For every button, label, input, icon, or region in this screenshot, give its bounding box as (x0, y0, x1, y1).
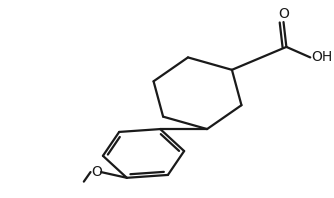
Text: O: O (91, 165, 102, 179)
Text: O: O (278, 7, 289, 21)
Text: OH: OH (311, 50, 332, 64)
